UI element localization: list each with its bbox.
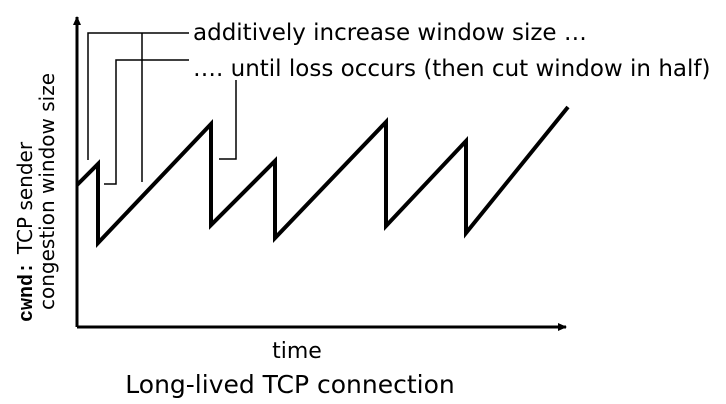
- x-axis-label: time: [272, 339, 322, 364]
- y-axis-label: cwnd: TCP sender: [13, 141, 39, 322]
- loss-callout-leader-right: [219, 80, 237, 160]
- y-axis-label-line2: congestion window size: [35, 73, 59, 310]
- diagram-caption: Long-lived TCP connection: [125, 370, 454, 399]
- increase-callout-leader: [87, 32, 189, 160]
- y-axis-label-text: TCP sender: [13, 141, 37, 255]
- loss-callout-leader: [104, 59, 189, 185]
- annotation-loss: …. until loss occurs (then cut window in…: [193, 56, 710, 82]
- annotation-increase: additively increase window size …: [193, 20, 587, 46]
- cwnd-sawtooth-line: [75, 105, 570, 249]
- y-axis-label-code: cwnd:: [16, 262, 39, 322]
